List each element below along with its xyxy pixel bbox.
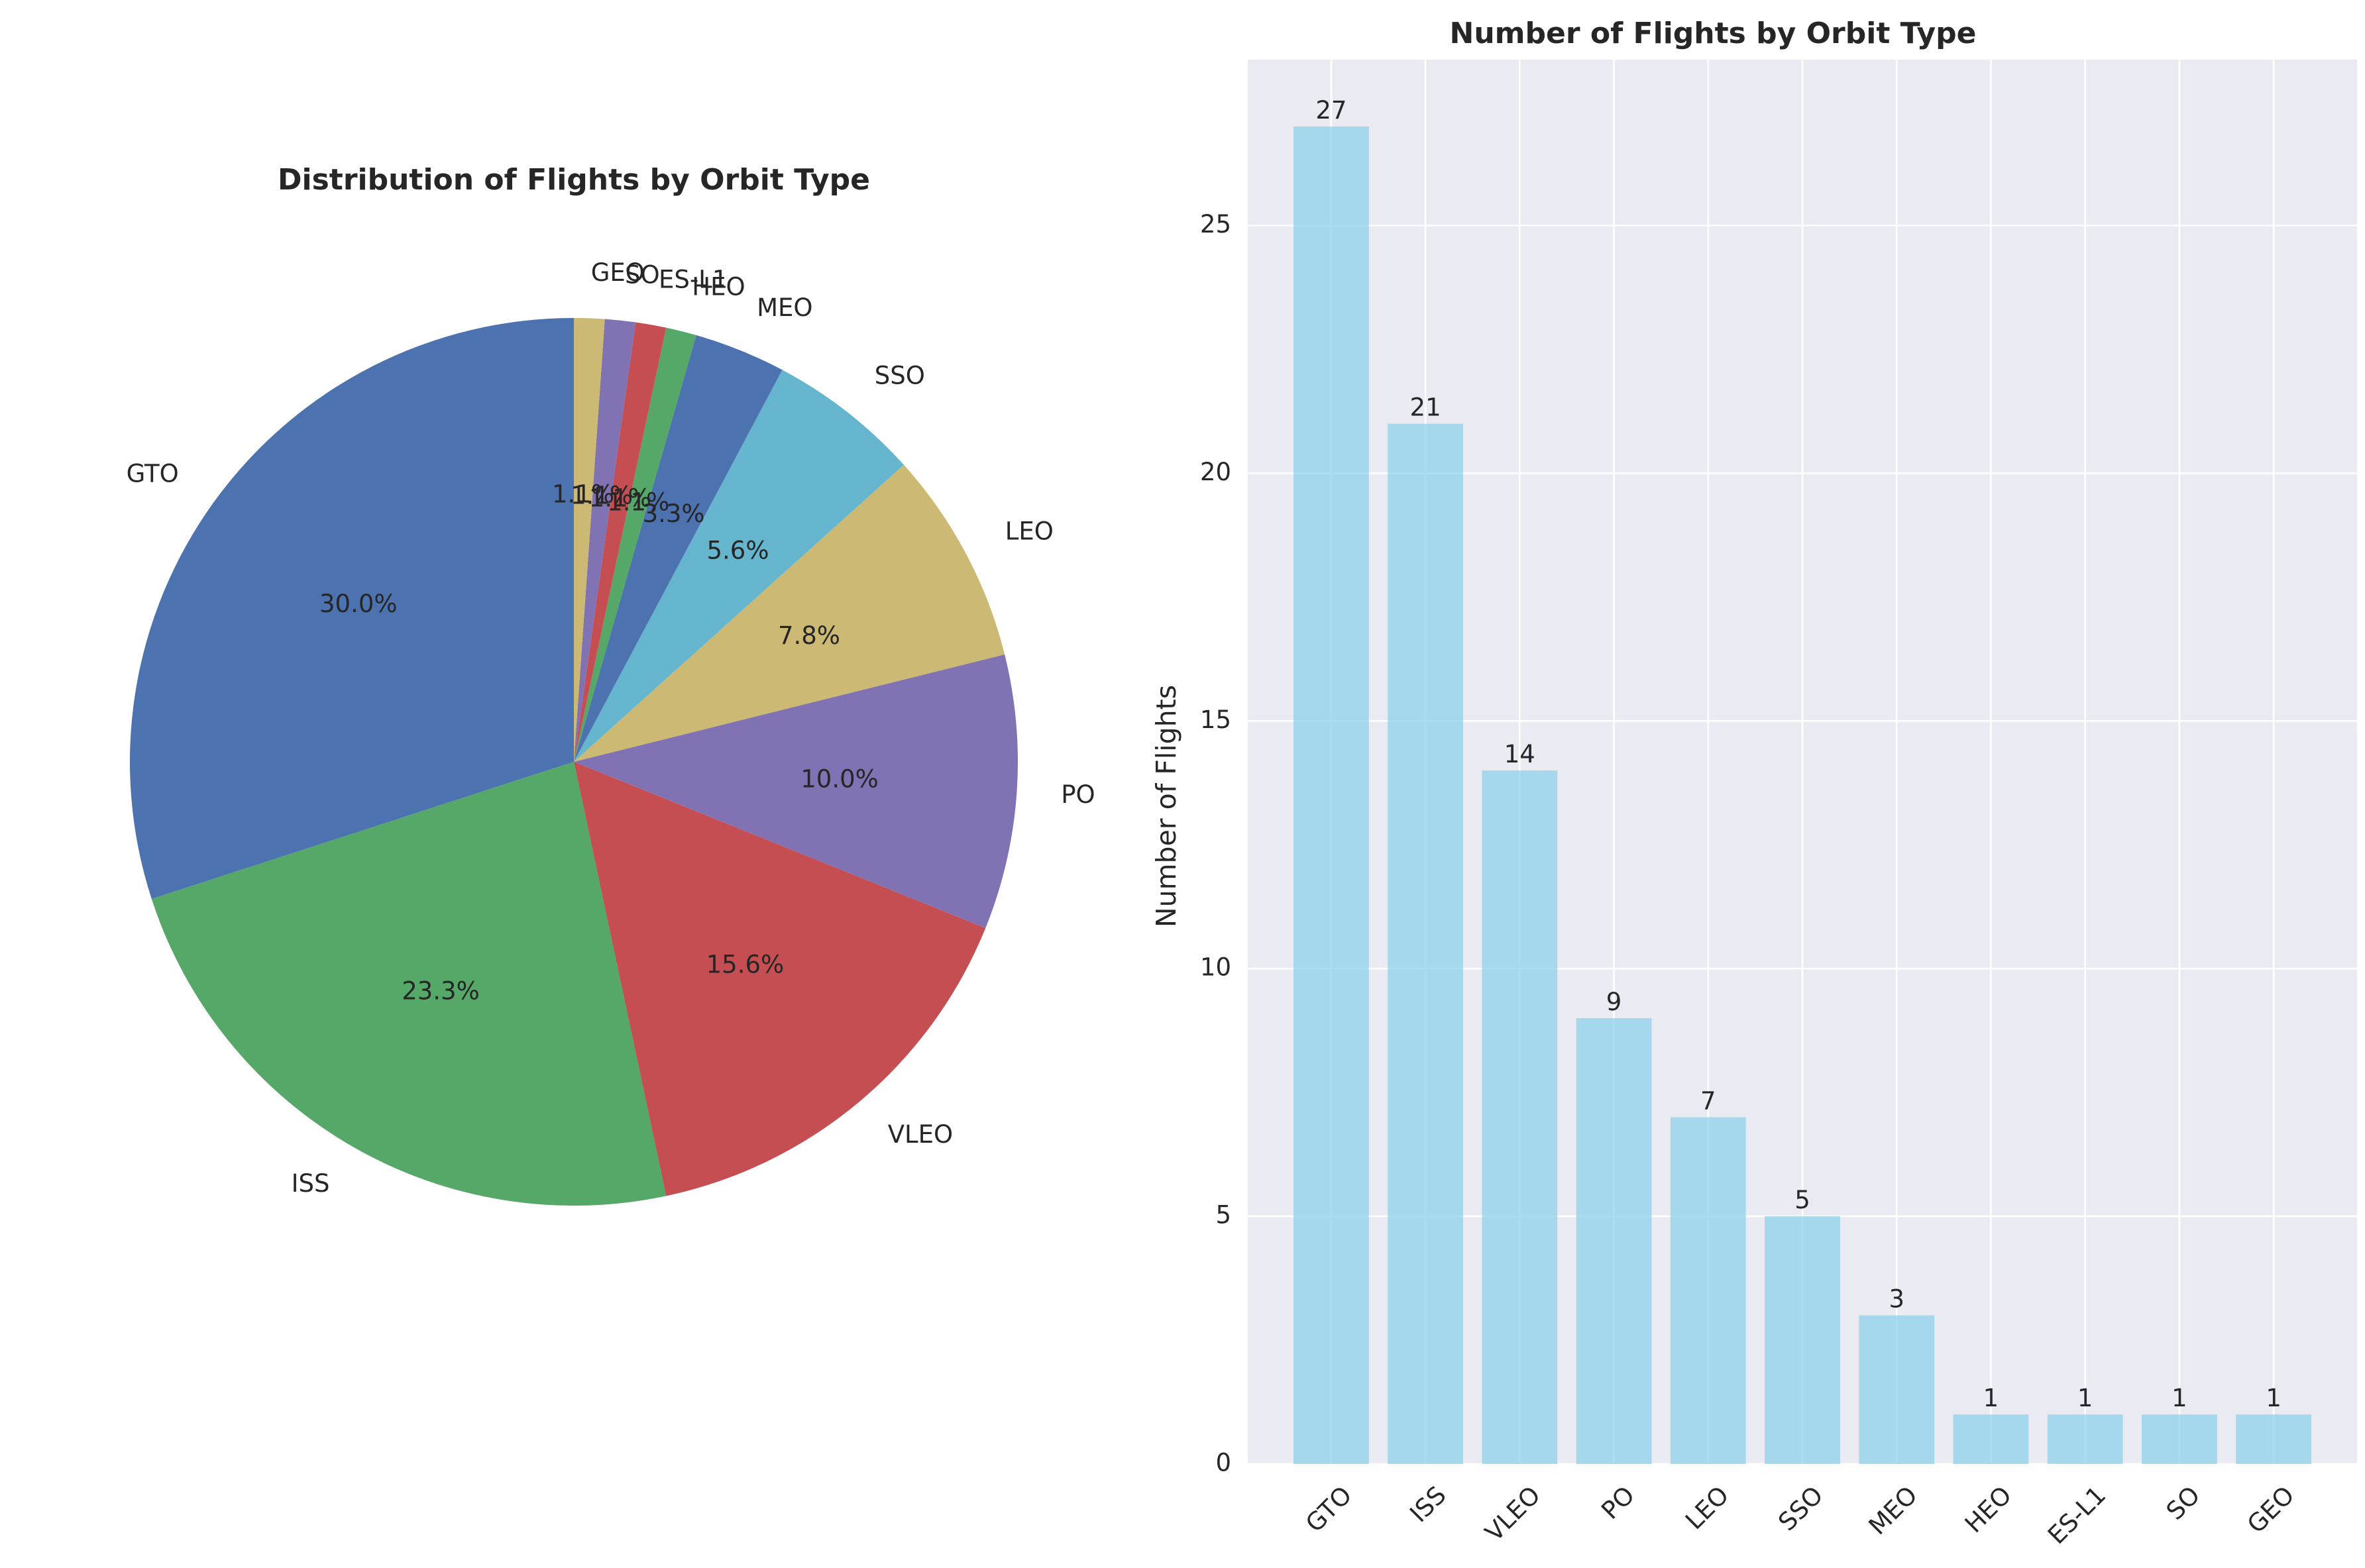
x-tick-meo: MEO [1863, 1481, 1923, 1540]
bar-value-po: 9 [1606, 988, 1622, 1016]
bar-value-meo: 3 [1889, 1285, 1904, 1314]
bar-value-leo: 7 [1700, 1087, 1716, 1116]
y-tick-0: 0 [1215, 1449, 1231, 1477]
pie-label-es-l1: ES-L1 [659, 266, 728, 294]
bar-value-heo: 1 [1983, 1384, 1999, 1412]
x-tick-leo: LEO [1680, 1481, 1734, 1535]
y-tick-25: 25 [1200, 210, 1231, 238]
x-tick-geo: GEO [2242, 1481, 2300, 1539]
y-tick-20: 20 [1200, 458, 1231, 486]
y-tick-10: 10 [1200, 953, 1231, 982]
pie-label-leo: LEO [1005, 517, 1054, 545]
x-tick-es-l1: ES-L1 [2042, 1481, 2111, 1549]
pie-slice-po [574, 654, 1018, 928]
bar-value-gto: 27 [1315, 96, 1347, 125]
x-tick-sso: SSO [1773, 1481, 1828, 1536]
bar-leo [1670, 1117, 1746, 1464]
pie-slice-sso [574, 370, 904, 762]
pie-slice-so [574, 319, 636, 762]
pie-percent-leo: 7.8% [778, 621, 840, 650]
pie-percent-iss: 23.3% [402, 977, 480, 1006]
bar-vleo [1482, 770, 1558, 1464]
bar-value-es-l1: 1 [2077, 1384, 2093, 1412]
pie-percent-es-l1: 1.1% [589, 484, 651, 513]
x-tick-heo: HEO [1959, 1481, 2017, 1538]
y-axis-label: Number of Flights [1150, 685, 1182, 927]
pie-slice-leo [574, 464, 1005, 762]
bar-chart: 27 21 14 9 7 5 3 1 1 1 1 0 5 10 15 20 25 GTO ISS VLEO PO LE… [1150, 17, 2357, 1549]
pie-percent-so: 1.1% [571, 482, 633, 510]
bar-es-l1 [2047, 1414, 2123, 1464]
x-tick-labels: GTO ISS VLEO PO LEO SSO MEO HEO ES-L1 SO GEO [1300, 1481, 2300, 1549]
pie-label-po: PO [1061, 780, 1095, 809]
bar-value-sso: 5 [1794, 1186, 1810, 1214]
pie-slice-vleo [574, 762, 986, 1196]
pie-percent-geo: 1.1% [552, 480, 614, 509]
pie-percent-labels: 30.0%23.3%15.6%10.0%7.8%5.6%3.3%1.1%1.1%… [319, 480, 879, 1006]
pie-percent-meo: 3.3% [643, 499, 705, 528]
x-tick-vleo: VLEO [1480, 1481, 1546, 1547]
x-tick-gto: GTO [1300, 1481, 1357, 1538]
pie-percent-po: 10.0% [800, 765, 879, 794]
pie-chart: Distribution of Flights by Orbit Type GT… [127, 163, 1095, 1206]
pie-slice-es-l1 [574, 322, 667, 762]
bar-value-labels: 27 21 14 9 7 5 3 1 1 1 1 [1315, 96, 2282, 1412]
pie-percent-vleo: 15.6% [706, 950, 785, 978]
x-tick-iss: ISS [1404, 1481, 1451, 1528]
pie-percent-gto: 30.0% [319, 590, 398, 618]
bar-meo [1859, 1315, 1935, 1464]
bar-value-so: 1 [2172, 1384, 2187, 1412]
bar-sso [1765, 1216, 1840, 1464]
pie-slice-geo [574, 318, 605, 762]
pie-label-gto: GTO [127, 459, 179, 488]
bars [1293, 126, 2312, 1464]
y-tick-labels: 0 5 10 15 20 25 [1200, 210, 1231, 1477]
x-tick-po: PO [1596, 1481, 1640, 1525]
x-tick-so: SO [2161, 1481, 2206, 1526]
y-tick-5: 5 [1215, 1201, 1231, 1229]
bar-value-iss: 21 [1410, 393, 1441, 422]
pie-slice-iss [151, 762, 667, 1206]
pie-label-heo: HEO [692, 272, 745, 301]
pie-label-vleo: VLEO [888, 1120, 953, 1149]
pie-slice-meo [574, 335, 783, 762]
pie-label-so: SO [625, 261, 660, 289]
pie-label-geo: GEO [591, 258, 645, 287]
pie-slices [130, 318, 1018, 1206]
pie-percent-sso: 5.6% [706, 537, 769, 565]
bar-value-geo: 1 [2266, 1384, 2282, 1412]
y-tick-15: 15 [1200, 706, 1231, 734]
pie-label-meo: MEO [757, 293, 812, 322]
bar-chart-title: Number of Flights by Orbit Type [1450, 17, 1977, 50]
bar-geo [2236, 1414, 2312, 1464]
pie-slice-gto [130, 318, 575, 900]
bar-po [1576, 1018, 1652, 1464]
bar-gto [1293, 126, 1369, 1464]
bar-heo [1953, 1414, 2029, 1464]
bar-iss [1388, 423, 1463, 1464]
pie-label-sso: SSO [875, 362, 925, 390]
bar-so [2142, 1414, 2217, 1464]
bar-value-vleo: 14 [1504, 740, 1535, 768]
pie-slice-heo [574, 327, 696, 762]
pie-chart-title: Distribution of Flights by Orbit Type [278, 163, 870, 197]
pie-label-iss: ISS [292, 1169, 330, 1198]
pie-percent-heo: 1.1% [607, 488, 669, 516]
